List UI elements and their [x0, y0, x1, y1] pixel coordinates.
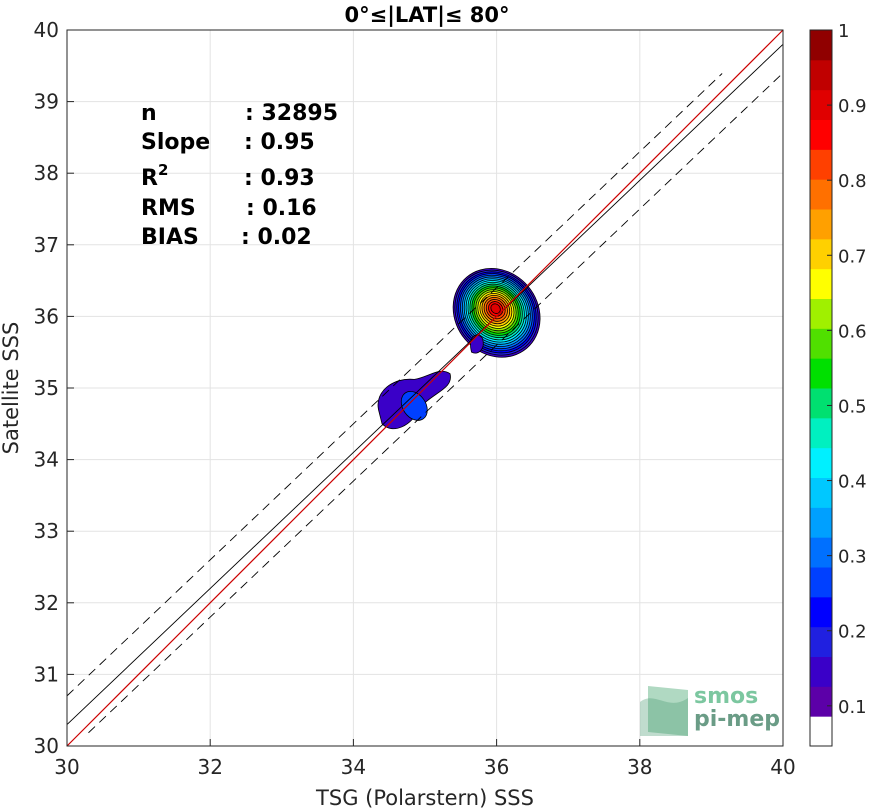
colorbar-level [810, 656, 832, 687]
colorbar-level [810, 686, 832, 717]
colorbar-level [810, 119, 832, 150]
colorbar: 0.1 0.2 0.3 0.4 0.5 0.6 0.7 0.8 0.9 1 [809, 21, 867, 747]
colorbar-tick-label: 0.9 [838, 96, 867, 117]
y-tick-label: 38 [34, 161, 59, 185]
colorbar-level [810, 149, 832, 180]
colorbar-frame [809, 29, 833, 747]
colorbar-level [810, 30, 832, 61]
lower-bound-line [88, 72, 784, 734]
x-tick-label: 30 [54, 755, 79, 779]
regression-line [66, 43, 784, 725]
y-tick-label: 32 [34, 591, 59, 615]
y-tick-label: 37 [34, 233, 59, 257]
chart-title: 0°≤|LAT|≤ 80° [344, 3, 509, 28]
upper-bound-line [66, 73, 723, 697]
colorbar-tick-label: 0.6 [838, 321, 867, 342]
colorbar-level [810, 358, 832, 389]
x-tick-label: 38 [627, 755, 652, 779]
colorbar-level [810, 298, 832, 329]
colorbar-level [810, 596, 832, 628]
stats-box: n : 32895 Slope : 0.95 R2 : 0.93 RMS : 0.16 BIAS… [141, 101, 338, 250]
y-tick-label: 33 [34, 519, 59, 543]
density-contours [377, 268, 541, 429]
colorbar-tick-label: 0.2 [838, 622, 867, 643]
stat-label: Slope [141, 130, 210, 155]
x-tick-label: 32 [197, 755, 222, 779]
colorbar-level [810, 238, 832, 270]
colorbar-tick-label: 0.1 [838, 697, 867, 718]
colorbar-level [810, 179, 832, 210]
colorbar-level [810, 477, 832, 508]
colorbar-tick-label: 0.3 [838, 547, 867, 568]
x-tick-label: 36 [484, 755, 509, 779]
stat-label: n [141, 101, 157, 126]
colorbar-level [810, 626, 832, 657]
stat-value: : 32895 [245, 101, 338, 126]
x-tick-label: 34 [341, 755, 366, 779]
stat-label: BIAS [141, 225, 199, 250]
colorbar-level [810, 59, 832, 91]
reference-lines [66, 29, 784, 747]
colorbar-tick-label: 0.4 [838, 472, 867, 493]
colorbar-level [810, 209, 832, 240]
colorbar-level [810, 507, 832, 538]
y-tick-label: 39 [34, 90, 59, 114]
contour-level [490, 303, 501, 314]
y-tick-label: 40 [34, 18, 59, 42]
y-tick-label: 36 [34, 304, 59, 328]
stat-label: RMS [141, 196, 196, 221]
watermark-text-pimep: pi-mep [694, 707, 780, 732]
x-axis-label: TSG (Polarstern) SSS [315, 786, 534, 810]
colorbar-tick-label: 1 [838, 21, 849, 42]
colorbar-level [810, 388, 832, 419]
stat-value: : 0.02 [241, 225, 312, 250]
colorbar-level [810, 716, 832, 747]
y-tick-label: 30 [34, 734, 59, 758]
x-axis-ticks: 30 32 34 36 38 40 [54, 739, 796, 779]
y-tick-label: 34 [34, 448, 59, 472]
stat-value: : 0.95 [244, 130, 315, 155]
colorbar-level [810, 89, 832, 120]
stat-value: : 0.93 [244, 166, 315, 191]
x-tick-label: 40 [770, 755, 795, 779]
colorbar-level [810, 417, 832, 449]
y-tick-label: 35 [34, 376, 59, 400]
colorbar-level [810, 268, 832, 299]
colorbar-level [810, 537, 832, 568]
colorbar-tick-label: 0.8 [838, 171, 867, 192]
y-axis-ticks: 30 31 32 33 34 35 36 37 38 39 40 [34, 18, 74, 758]
watermark-logo-shape [648, 686, 688, 736]
contour-level [400, 391, 428, 421]
colorbar-level [810, 447, 832, 478]
colorbar-tick-label: 0.5 [838, 396, 867, 417]
stat-label-superscript: 2 [158, 161, 168, 179]
stat-value: : 0.16 [246, 196, 317, 221]
colorbar-level [810, 328, 832, 359]
stat-label: R2 [141, 161, 168, 191]
y-axis-label: Satellite SSS [0, 322, 23, 455]
watermark-text-smos: smos [694, 684, 758, 709]
y-tick-label: 31 [34, 662, 59, 686]
colorbar-level [810, 567, 832, 598]
identity-line [66, 29, 784, 747]
contour-level [470, 334, 484, 354]
colorbar-tick-label: 0.7 [838, 246, 867, 267]
watermark-logo-wave [640, 698, 688, 736]
